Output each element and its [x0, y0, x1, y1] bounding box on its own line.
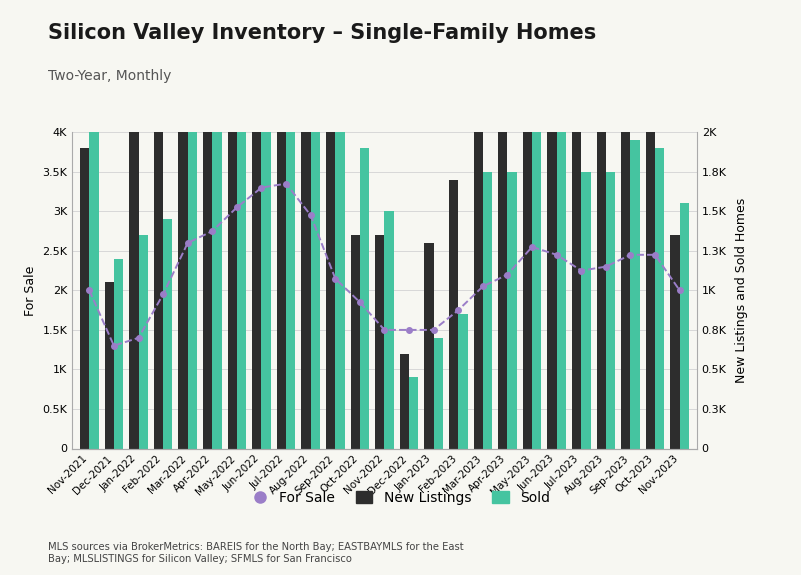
- For Sale: [478, 283, 488, 290]
- Line: For Sale: For Sale: [87, 181, 682, 348]
- For Sale: [134, 334, 143, 341]
- Bar: [286, 45, 296, 449]
- Bar: [187, 21, 197, 448]
- For Sale: [183, 239, 192, 246]
- Bar: [409, 377, 418, 448]
- For Sale: [84, 287, 94, 294]
- Bar: [105, 282, 114, 448]
- For Sale: [355, 299, 364, 306]
- Text: MLS sources via BrokerMetrics: BAREIS for the North Bay; EASTBAYMLS for the East: MLS sources via BrokerMetrics: BAREIS fo…: [48, 542, 464, 564]
- Bar: [483, 172, 493, 448]
- Bar: [203, 0, 212, 448]
- Bar: [582, 172, 590, 448]
- Bar: [237, 0, 246, 448]
- Bar: [597, 61, 606, 448]
- Bar: [227, 0, 237, 448]
- For Sale: [256, 184, 266, 191]
- Bar: [80, 148, 89, 448]
- For Sale: [675, 287, 685, 294]
- Text: Two-Year, Monthly: Two-Year, Monthly: [48, 69, 171, 83]
- Bar: [375, 235, 384, 448]
- For Sale: [232, 204, 242, 211]
- Bar: [89, 0, 99, 448]
- For Sale: [577, 267, 586, 274]
- Bar: [630, 140, 640, 448]
- Text: Silicon Valley Inventory – Single-Family Homes: Silicon Valley Inventory – Single-Family…: [48, 23, 596, 43]
- Bar: [621, 45, 630, 449]
- Bar: [276, 14, 286, 448]
- For Sale: [503, 271, 513, 278]
- Bar: [646, 124, 655, 448]
- Bar: [129, 132, 139, 448]
- For Sale: [552, 251, 562, 258]
- Bar: [311, 93, 320, 448]
- For Sale: [626, 251, 635, 258]
- Bar: [433, 338, 443, 448]
- Bar: [449, 179, 458, 448]
- Bar: [384, 211, 394, 448]
- Bar: [154, 21, 163, 448]
- For Sale: [331, 275, 340, 282]
- For Sale: [159, 291, 168, 298]
- Bar: [252, 0, 261, 448]
- Bar: [261, 14, 271, 448]
- Bar: [360, 148, 369, 448]
- Bar: [425, 243, 433, 448]
- For Sale: [453, 306, 463, 313]
- Bar: [532, 93, 541, 448]
- For Sale: [207, 228, 217, 235]
- For Sale: [429, 327, 438, 334]
- For Sale: [650, 251, 660, 258]
- Bar: [336, 93, 344, 448]
- Bar: [508, 172, 517, 448]
- For Sale: [405, 327, 414, 334]
- Bar: [670, 235, 680, 448]
- Legend: For Sale, New Listings, Sold: For Sale, New Listings, Sold: [246, 485, 555, 511]
- Bar: [351, 235, 360, 448]
- Bar: [400, 354, 409, 448]
- Bar: [547, 69, 557, 448]
- For Sale: [380, 327, 389, 334]
- Bar: [572, 132, 582, 448]
- Bar: [473, 101, 483, 448]
- Bar: [326, 53, 336, 448]
- Y-axis label: For Sale: For Sale: [24, 265, 37, 316]
- Bar: [557, 85, 566, 448]
- Bar: [458, 314, 468, 448]
- Bar: [139, 235, 148, 448]
- For Sale: [281, 180, 291, 187]
- Bar: [163, 219, 172, 448]
- Y-axis label: New Listings and Sold Homes: New Listings and Sold Homes: [735, 198, 748, 383]
- Bar: [212, 37, 222, 449]
- Bar: [655, 148, 664, 448]
- Bar: [606, 172, 615, 448]
- For Sale: [601, 263, 610, 270]
- For Sale: [527, 243, 537, 250]
- For Sale: [109, 342, 119, 349]
- Bar: [523, 14, 532, 448]
- Bar: [680, 204, 689, 448]
- Bar: [301, 53, 311, 448]
- For Sale: [306, 212, 316, 218]
- Bar: [498, 77, 508, 448]
- Bar: [179, 0, 187, 448]
- Bar: [114, 259, 123, 448]
